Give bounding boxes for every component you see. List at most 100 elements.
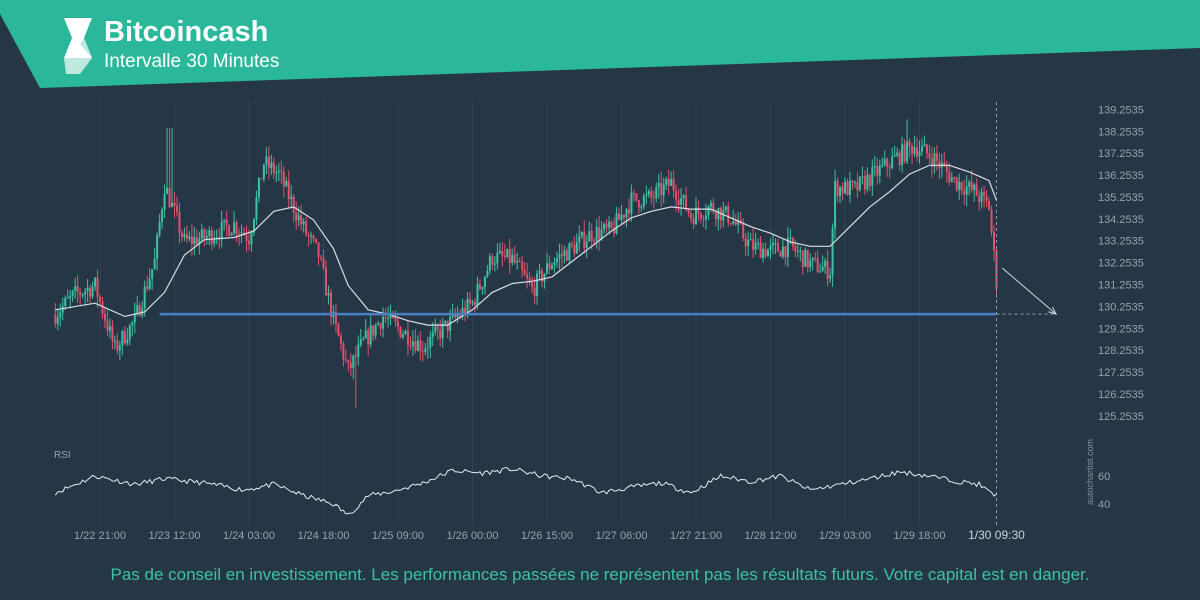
candle-body — [372, 325, 375, 336]
candle-body — [657, 183, 660, 188]
candle-body — [695, 207, 697, 225]
candle-body — [250, 232, 253, 245]
candle-body — [970, 181, 973, 190]
candle-body — [737, 220, 740, 225]
candle-body — [975, 184, 978, 196]
candle-body — [687, 210, 690, 214]
candle-body — [121, 331, 124, 346]
candle-body — [272, 162, 275, 174]
candle-body — [625, 209, 628, 218]
candle-body — [220, 221, 223, 240]
x-tick-label: 1/24 03:00 — [223, 530, 275, 542]
y-tick-label: 125.2535 — [1098, 411, 1144, 423]
candle-body — [712, 202, 715, 213]
interval-subtitle: Intervalle 30 Minutes — [104, 51, 280, 72]
candle-body — [729, 223, 732, 225]
candle-body — [96, 277, 99, 297]
candle-body — [421, 351, 424, 353]
y-tick-label: 135.2535 — [1098, 192, 1144, 204]
candle-body — [488, 256, 491, 271]
candle-body — [103, 313, 106, 321]
candle-body — [143, 286, 146, 309]
candle-body — [238, 233, 241, 235]
candle-body — [697, 207, 700, 214]
candle-body — [357, 344, 360, 357]
candle-body — [56, 317, 59, 325]
candle-body — [580, 231, 583, 237]
candle-body — [891, 156, 894, 169]
candle-body — [938, 160, 941, 168]
candle-body — [180, 232, 183, 237]
candle-body — [622, 214, 625, 218]
candle-body — [342, 343, 345, 360]
candle-body — [692, 218, 695, 225]
candle-body — [71, 290, 74, 296]
candle-body — [168, 187, 171, 207]
candle-body — [260, 178, 263, 180]
candle-body — [280, 170, 283, 172]
candle-body — [829, 275, 832, 279]
candle-body — [466, 298, 469, 315]
candle-body — [853, 182, 856, 184]
candle-body — [399, 326, 402, 338]
candle-body — [620, 214, 623, 220]
candle-body — [404, 330, 407, 335]
candle-body — [548, 263, 551, 270]
candle-body — [647, 191, 650, 195]
candle-body — [364, 330, 367, 339]
candle-body — [779, 251, 782, 257]
candle-body — [903, 144, 906, 162]
candle-body — [240, 232, 243, 234]
candle-body — [846, 181, 849, 196]
candle-body — [486, 270, 489, 277]
candle-body — [277, 170, 280, 173]
overlays — [55, 102, 1058, 525]
autochartist-logo-icon — [64, 18, 92, 74]
candle-body — [478, 284, 481, 289]
candle-body — [419, 340, 422, 352]
candle-body — [851, 180, 854, 183]
candle-body — [200, 229, 203, 239]
candle-body — [113, 340, 116, 342]
candle-body — [282, 171, 285, 187]
candle-body — [762, 248, 765, 259]
candle-body — [667, 178, 670, 186]
header-banner — [0, 0, 1200, 88]
candle-body — [595, 227, 598, 242]
candle-body — [575, 242, 578, 254]
candle-body — [613, 227, 616, 234]
y-tick-label: 138.2535 — [1098, 126, 1144, 138]
candle-body — [429, 336, 432, 348]
candle-body — [570, 243, 573, 246]
candle-body — [776, 242, 779, 252]
candle-body — [528, 278, 531, 283]
y-tick-label: 134.2535 — [1098, 214, 1144, 226]
y-tick-label: 133.2535 — [1098, 236, 1144, 248]
candle-body — [558, 254, 561, 259]
candle-body — [374, 325, 377, 336]
candle-body — [193, 237, 196, 244]
candle-body — [79, 291, 82, 295]
candle-body — [183, 234, 186, 237]
candle-body — [593, 240, 596, 242]
candle-body — [305, 221, 308, 235]
candle-body — [960, 182, 963, 191]
candle-body — [801, 250, 804, 267]
candle-body — [685, 195, 688, 211]
candle-body — [608, 221, 611, 228]
candle-body — [585, 241, 588, 248]
current-time-label: 1/30 09:30 — [968, 528, 1025, 542]
candle-body — [151, 269, 154, 279]
candle-body — [295, 212, 298, 221]
candle-body — [774, 242, 777, 244]
candle-body — [898, 152, 901, 165]
candle-body — [930, 158, 933, 167]
candle-body — [911, 146, 914, 154]
candle-body — [555, 258, 558, 263]
candle-body — [456, 315, 459, 318]
y-tick-label: 130.2535 — [1098, 301, 1144, 313]
candle-body — [662, 184, 665, 196]
candle-body — [74, 286, 77, 291]
candle-body — [315, 238, 318, 243]
candle-body — [148, 278, 151, 289]
